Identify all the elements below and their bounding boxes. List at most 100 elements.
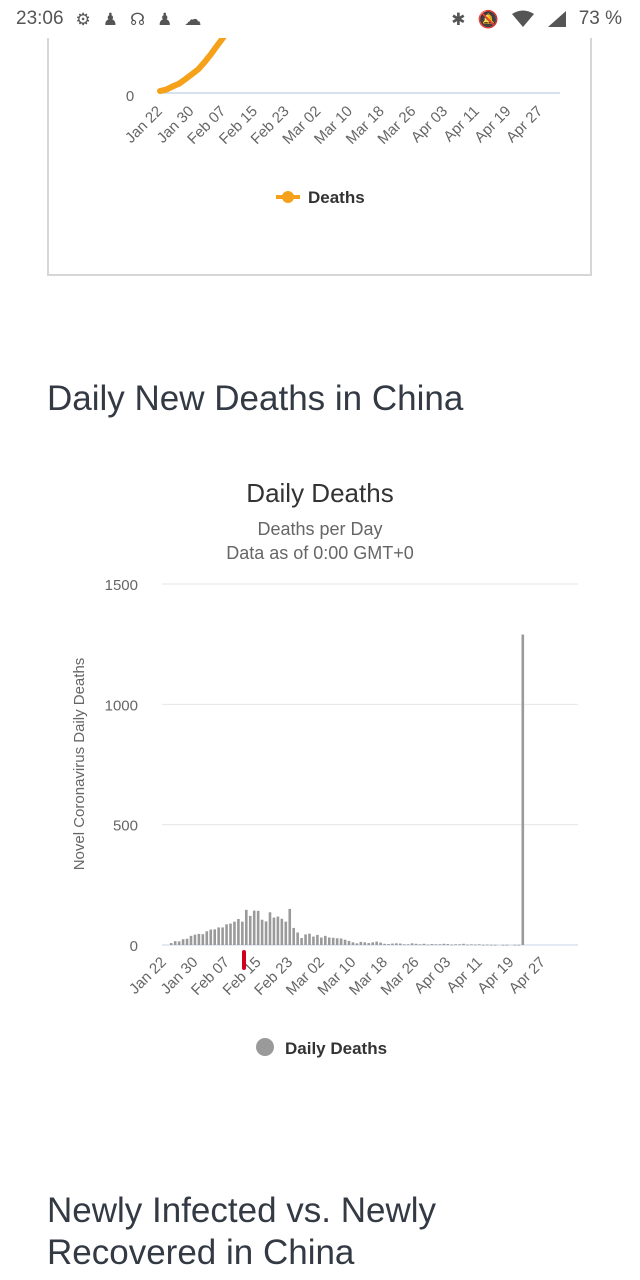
bar[interactable] [347, 940, 351, 945]
bar[interactable] [478, 944, 481, 946]
chart-subtitle-date: Data as of 0:00 GMT+0 [226, 543, 414, 563]
bar[interactable] [450, 944, 453, 946]
bar[interactable] [225, 924, 228, 945]
bar[interactable] [418, 944, 422, 946]
y-axis-label: Novel Coronavirus Daily Deaths [71, 658, 88, 871]
bar[interactable] [458, 944, 461, 946]
bar[interactable] [395, 943, 398, 945]
legend[interactable]: Daily Deaths [256, 1038, 387, 1058]
bar[interactable] [339, 938, 343, 946]
bar[interactable] [367, 943, 371, 945]
bar[interactable] [387, 944, 390, 945]
bar[interactable] [276, 916, 280, 945]
cloud-icon: ☁ [184, 9, 202, 29]
legend-dot-deaths [282, 191, 294, 203]
bar[interactable] [371, 942, 374, 945]
legend[interactable]: Deaths [276, 188, 365, 207]
bar[interactable] [264, 921, 268, 945]
bar[interactable] [438, 944, 442, 946]
bar[interactable] [434, 944, 438, 946]
bar[interactable] [181, 939, 185, 945]
bar[interactable] [221, 927, 224, 945]
bar[interactable] [501, 944, 505, 946]
bar[interactable] [193, 934, 197, 945]
selection-marker[interactable] [242, 950, 246, 970]
bar[interactable] [493, 944, 497, 946]
bar[interactable] [173, 941, 177, 945]
person-icon: ♟ [157, 9, 173, 29]
bar[interactable] [517, 944, 521, 946]
bar[interactable] [462, 943, 465, 945]
bar[interactable] [521, 634, 525, 945]
bar[interactable] [284, 921, 288, 945]
bar[interactable] [335, 938, 339, 945]
bar[interactable] [209, 929, 213, 945]
bar[interactable] [355, 943, 359, 945]
bar[interactable] [327, 937, 331, 945]
bar[interactable] [288, 908, 292, 945]
bar[interactable] [383, 943, 386, 945]
bar[interactable] [201, 934, 205, 945]
bar[interactable] [470, 944, 473, 946]
bar[interactable] [237, 919, 240, 945]
bar[interactable] [442, 943, 446, 945]
bar[interactable] [430, 944, 434, 945]
bar[interactable] [482, 944, 485, 946]
deaths-chart-card [47, 0, 592, 276]
bar[interactable] [308, 933, 311, 945]
bar[interactable] [268, 912, 272, 945]
bar[interactable] [197, 933, 201, 945]
bar[interactable] [324, 935, 327, 945]
legend-label-daily-deaths: Daily Deaths [285, 1039, 387, 1058]
bar[interactable] [331, 937, 335, 945]
bar[interactable] [363, 942, 367, 945]
bar[interactable] [391, 943, 394, 945]
bar[interactable] [185, 938, 189, 945]
bar[interactable] [454, 944, 457, 946]
bar[interactable] [169, 943, 173, 945]
bar[interactable] [485, 944, 489, 946]
bar[interactable] [300, 938, 303, 945]
bar[interactable] [316, 934, 319, 945]
bar[interactable] [422, 943, 426, 945]
bar[interactable] [359, 941, 363, 945]
bar[interactable] [399, 943, 402, 945]
bar[interactable] [312, 936, 315, 945]
bar[interactable] [229, 923, 232, 945]
bar[interactable] [272, 917, 276, 945]
bar[interactable] [233, 921, 236, 945]
bar[interactable] [189, 935, 193, 945]
bar[interactable] [505, 944, 509, 946]
bar[interactable] [489, 944, 493, 946]
bar[interactable] [343, 939, 347, 945]
bar[interactable] [379, 942, 382, 945]
bar[interactable] [260, 919, 264, 945]
bar[interactable] [292, 927, 295, 945]
bar[interactable] [466, 944, 469, 946]
bar[interactable] [241, 921, 244, 945]
bar[interactable] [375, 941, 378, 945]
bar[interactable] [414, 943, 418, 945]
bar[interactable] [296, 932, 299, 945]
bar[interactable] [248, 915, 252, 945]
bar[interactable] [205, 931, 209, 945]
bar[interactable] [213, 929, 216, 945]
bar[interactable] [245, 909, 248, 945]
bar[interactable] [446, 944, 450, 945]
bar[interactable] [320, 937, 323, 945]
bar[interactable] [304, 934, 307, 945]
person-icon: ♟ [102, 9, 119, 29]
bar[interactable] [177, 941, 181, 945]
bar[interactable] [410, 943, 414, 945]
bar[interactable] [403, 944, 406, 946]
bar[interactable] [256, 910, 260, 945]
bar[interactable] [217, 927, 220, 945]
bar[interactable] [252, 910, 256, 945]
bar[interactable] [474, 944, 477, 946]
bar[interactable] [426, 944, 430, 946]
x-tick-label: Apr 03 [411, 954, 454, 997]
bar[interactable] [406, 944, 410, 946]
bar[interactable] [351, 942, 355, 945]
bar[interactable] [513, 944, 517, 946]
bar[interactable] [280, 918, 284, 945]
